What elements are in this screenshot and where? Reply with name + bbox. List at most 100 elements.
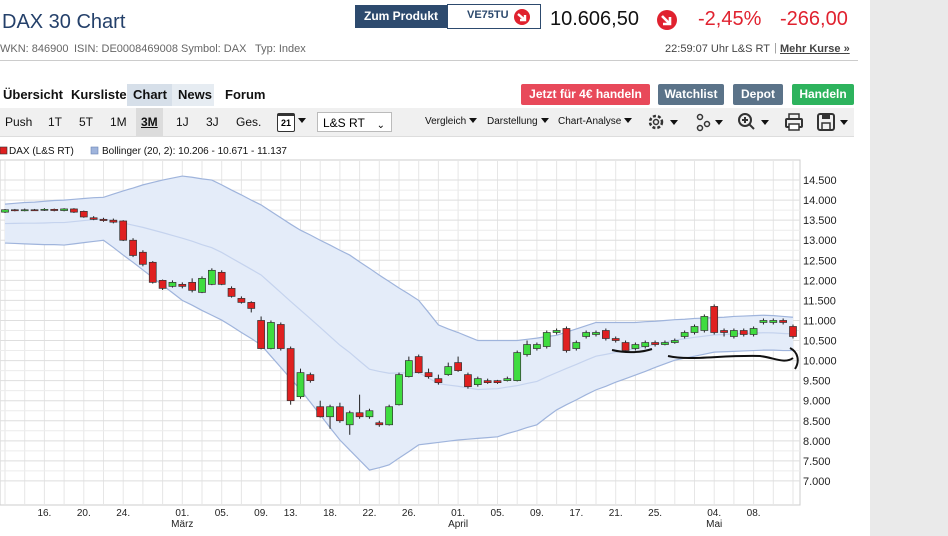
candle-body — [631, 344, 640, 349]
range[interactable]: 3J — [206, 115, 219, 129]
annotation-stroke — [611, 348, 653, 354]
candle-body — [680, 332, 689, 337]
candle-body — [257, 320, 265, 349]
tab[interactable]: News — [172, 84, 214, 106]
y-tick-label: 14.500 — [803, 175, 837, 187]
tab-active[interactable]: Chart — [127, 84, 172, 106]
tab[interactable]: Übersicht — [3, 87, 63, 102]
y-tick-label: 7.000 — [803, 476, 831, 488]
annotation-stroke — [667, 347, 799, 370]
x-tick-label: 25. — [648, 508, 662, 519]
candle-body — [424, 372, 433, 377]
candle-body — [119, 220, 128, 241]
candle-body — [542, 332, 551, 347]
y-tick-label: 8.500 — [803, 416, 831, 428]
candle-body — [434, 378, 443, 383]
range[interactable]: Push — [5, 115, 33, 129]
more-link[interactable]: Mehr Kurse » — [780, 43, 850, 55]
candle-body — [286, 348, 295, 402]
candle-body — [109, 219, 118, 223]
y-tick-label: 12.000 — [803, 275, 837, 287]
candle-body — [720, 330, 728, 333]
toolbar-icons[interactable] — [645, 111, 855, 133]
range[interactable]: 1T — [48, 115, 63, 129]
x-month-label: März — [171, 519, 193, 530]
y-tick-label: 12.500 — [803, 255, 837, 267]
calendar-icon[interactable]: 21 — [277, 113, 295, 132]
candle-body — [296, 372, 305, 398]
source-select[interactable]: L&S RT ⌄ — [317, 112, 392, 132]
calendar-caret — [298, 118, 306, 127]
range[interactable]: 1J — [176, 115, 189, 129]
change-abs: -266,00 — [780, 8, 848, 30]
candle-body — [572, 342, 581, 349]
y-tick-label: 9.000 — [803, 396, 831, 408]
candle-body — [690, 326, 699, 333]
candle-body — [710, 306, 719, 333]
y-tick-label: 9.500 — [803, 376, 831, 388]
menu[interactable]: Vergleich — [425, 108, 477, 136]
candle-body — [188, 282, 196, 291]
candle-body — [237, 298, 246, 303]
x-tick-label: 24. — [116, 508, 130, 519]
page-title: DAX 30 Chart — [2, 11, 126, 33]
tab[interactable]: Forum — [225, 87, 266, 102]
candle-body — [473, 378, 482, 386]
candle-body — [493, 380, 502, 383]
select-caret: ⌄ — [376, 120, 385, 131]
x-month-label: April — [448, 519, 468, 530]
range-active[interactable]: 3M — [136, 108, 163, 136]
meta-type: Typ: Index — [255, 43, 306, 55]
candle-body — [523, 344, 531, 355]
candle-body — [759, 320, 768, 323]
candle-body — [483, 380, 492, 383]
candle-body — [562, 328, 571, 351]
separator: | — [774, 42, 777, 54]
menu[interactable]: Chart-Analyse — [558, 108, 632, 136]
trade-promo-button[interactable]: Jetzt für 4€ handeln — [521, 84, 650, 105]
candle-body — [70, 208, 78, 213]
y-tick-label: 10.000 — [803, 356, 837, 368]
tab[interactable]: Kursliste — [71, 87, 127, 102]
candle-body — [375, 422, 384, 426]
candle-body — [730, 330, 738, 337]
x-tick-label: 08. — [747, 508, 761, 519]
candle-body — [11, 209, 19, 212]
product-code-box[interactable]: VE75TU — [447, 4, 541, 29]
candle-body — [217, 271, 226, 285]
candle-body — [89, 217, 98, 220]
candle-body — [592, 332, 600, 335]
candle-body — [611, 338, 620, 341]
menu[interactable]: Darstellung — [487, 108, 549, 136]
watchlist-button[interactable]: Watchlist — [658, 84, 724, 105]
depot-button[interactable]: Depot — [733, 84, 783, 105]
candle-body — [789, 326, 797, 337]
candle-body — [621, 342, 630, 351]
source-label: L&S RT — [323, 116, 365, 130]
trade-button[interactable]: Handeln — [792, 84, 854, 105]
legend-label: Bollinger (20, 2): 10.206 - 10.671 - 11.… — [102, 146, 287, 157]
x-tick-label: 04. — [707, 508, 721, 519]
range[interactable]: 1M — [110, 115, 127, 129]
x-tick-label: 09. — [530, 508, 544, 519]
candle-body — [306, 374, 315, 381]
range[interactable]: Ges. — [236, 115, 262, 129]
candle-body — [651, 342, 659, 345]
candle-body — [345, 412, 354, 426]
candle-body — [20, 209, 29, 212]
candle-body — [50, 208, 59, 211]
candle-body — [139, 251, 147, 265]
side-strip — [870, 0, 948, 536]
candle-body — [454, 362, 462, 371]
candle-body — [227, 288, 236, 297]
x-tick-label: 13. — [284, 508, 298, 519]
candle-body — [336, 406, 344, 422]
chart: DAX (L&S RT) Bollinger (20, 2): 10.206 -… — [0, 146, 837, 530]
y-tick-label: 13.500 — [803, 215, 837, 227]
down-icon — [514, 9, 530, 25]
band-lower — [4, 239, 793, 471]
product-button[interactable]: Zum Produkt — [355, 5, 447, 28]
range[interactable]: 5T — [79, 115, 94, 129]
candle-body — [779, 320, 788, 323]
candle-body — [661, 342, 669, 345]
